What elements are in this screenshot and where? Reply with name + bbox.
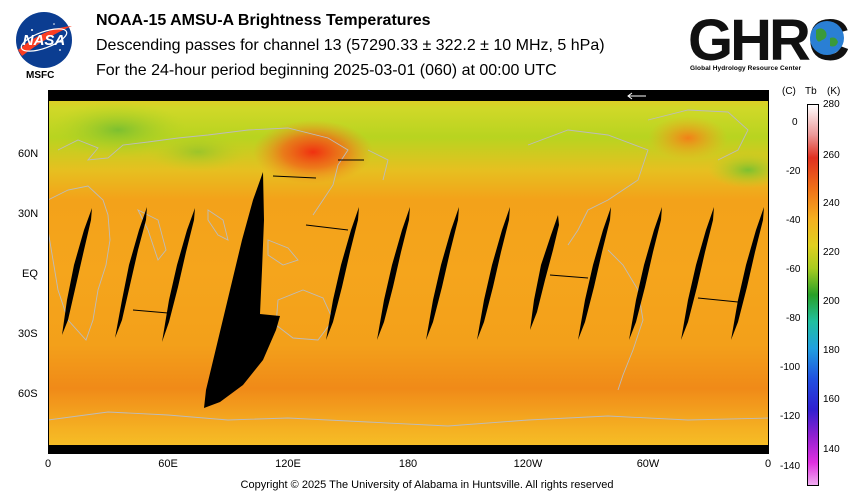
stratospheric-warm-anomaly [253,120,373,184]
orbit-gap-3 [162,208,195,342]
colorbar-k-tick: 280 [823,99,840,110]
map-frame [48,90,769,454]
colorbar-k-tick: 180 [823,345,840,356]
colorbar-header-c: (C) [782,86,796,97]
brightness-temperature-map [47,90,788,454]
colorbar-c-tick: 0 [792,117,798,128]
north-polar-gap [48,90,769,101]
colorbar-c-tick: -100 [780,362,801,373]
ghrc-logo: GHRC [688,8,852,73]
lat-label-30s: 30S [18,328,38,340]
missing-data-regions [48,90,769,454]
colorbar-c-tick: -40 [786,215,801,226]
period-label: For the 24-hour period beginning 2025-03… [96,62,557,79]
orbit-gap-10 [629,207,662,340]
colorbar-c-tick: -140 [780,461,801,472]
orbit-gap-12 [731,207,764,340]
lat-label-60n: 60N [18,148,39,160]
siberia-cold-region [148,132,248,172]
orbit-gap-2 [115,207,147,338]
page-subtitle: Descending passes for channel 13 (57290.… [96,37,605,54]
orbit-gap-9 [578,207,611,340]
colorbar-k-tick: 140 [823,444,840,455]
orbit-gap-11 [681,207,714,340]
orbit-gap-5 [377,207,410,340]
coastlines [47,109,770,427]
colorbar-k-tick: 220 [823,247,840,258]
colorbar-header-tb: Tb [805,86,817,97]
lon-label-0-west: 0 [44,458,52,470]
orbit-direction-marker [627,92,646,100]
colorbar-k-tick: 240 [823,198,840,209]
colorbar-c-tick: -20 [786,166,801,177]
colorbar-k-tick: 260 [823,150,840,161]
colorbar [807,104,819,486]
ghrc-subtitle: Global Hydrology Resource Center [690,65,802,72]
orbit-gap-6 [426,207,459,340]
lon-label-0-east: 0 [764,458,772,470]
colorbar-header-k: (K) [827,86,841,97]
orbit-gap-1 [62,208,92,335]
orbit-gap-large [204,172,280,408]
lon-label-60e: 60E [158,458,178,470]
pacific-warm-region [648,116,728,160]
colorbar-gradient [807,104,819,486]
colorbar-k-tick: 200 [823,296,840,307]
lon-label-60w: 60W [636,458,660,470]
lat-label-60s: 60S [18,388,38,400]
orbit-gap-4 [326,207,359,340]
colorbar-c-tick: -60 [786,264,801,275]
nasa-center-label: MSFC [26,70,55,81]
orbit-gap-7 [477,207,510,340]
lat-label-eq: EQ [22,268,38,280]
south-polar-gap [48,445,769,454]
copyright-text: Copyright © 2025 The University of Alaba… [240,479,614,491]
colorbar-c-tick: -120 [780,411,801,422]
lon-label-120e: 120E [275,458,301,470]
orbit-gap-8 [530,215,559,330]
page-title: NOAA-15 AMSU-A Brightness Temperatures [96,12,431,29]
nasa-wordmark: NASA [23,32,66,49]
scan-gap-lines [132,159,739,314]
lon-label-180: 180 [398,458,418,470]
lon-label-120w: 120W [513,458,543,470]
nasa-logo: NASA [14,10,74,70]
lat-label-30n: 30N [18,208,39,220]
colorbar-c-tick: -80 [786,313,801,324]
colorbar-k-tick: 160 [823,394,840,405]
